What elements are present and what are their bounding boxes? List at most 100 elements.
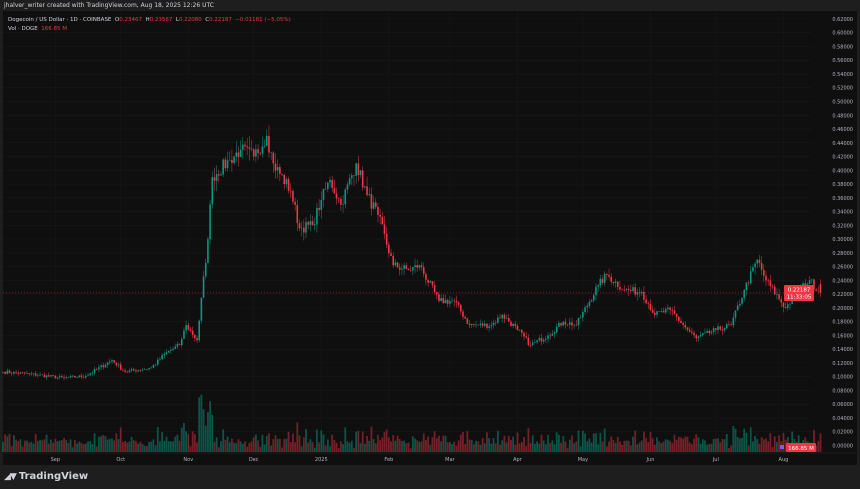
candle (701, 333, 704, 336)
candle (773, 286, 776, 295)
candle (619, 286, 621, 290)
candle (763, 269, 765, 276)
volume-bar (34, 433, 37, 452)
candle (19, 372, 22, 374)
candle (377, 206, 379, 216)
candle (422, 267, 425, 274)
chart-panel[interactable] (3, 11, 857, 465)
volume-bar (174, 436, 177, 452)
volume-bar (813, 430, 815, 452)
candle (612, 281, 615, 283)
candle (682, 323, 684, 325)
volume-bar (82, 444, 85, 452)
volume-bar (664, 439, 667, 452)
candle (671, 309, 674, 311)
volume-bar (507, 435, 510, 452)
candle (614, 281, 617, 283)
candle (231, 159, 233, 164)
volume-bar (228, 442, 231, 452)
candle (74, 375, 76, 378)
volume-bar (80, 442, 83, 452)
volume-bar (571, 435, 573, 452)
volume-bar (427, 436, 429, 452)
volume-bar (370, 426, 373, 452)
candle (512, 323, 514, 327)
volume-bar (78, 441, 81, 452)
volume-bar (204, 425, 207, 452)
candle (78, 375, 81, 378)
volume-bar (344, 427, 347, 452)
candle (152, 365, 155, 368)
volume-bar (274, 435, 277, 452)
volume-bar (442, 435, 445, 452)
volume-bar (8, 433, 11, 452)
candle (4, 371, 6, 374)
volume-bar (108, 439, 111, 452)
volume-bar (778, 435, 780, 452)
volume-bar (93, 433, 96, 452)
volume-bar (566, 448, 569, 452)
symbol-title[interactable]: Dogecoin / US Dollar · 1D · COINBASE (8, 17, 112, 23)
volume-bar (191, 431, 194, 452)
volume-bar (706, 444, 709, 452)
x-tick-label: 2025 (315, 457, 328, 463)
candle (636, 292, 639, 295)
tradingview-logo[interactable]: ◢▼ TradingView (4, 471, 89, 482)
volume-bar (523, 436, 525, 452)
volume-bar (658, 441, 661, 452)
volume-bar (730, 445, 733, 452)
volume-bar (91, 444, 94, 452)
candle (274, 163, 277, 171)
candle (237, 152, 240, 158)
candle (732, 317, 735, 326)
candle (361, 170, 364, 188)
volume-bar (233, 442, 235, 452)
volume-bar (298, 435, 301, 452)
volume-bar (712, 438, 715, 452)
volume-bar (762, 439, 765, 452)
volume-bar (169, 441, 172, 452)
volume-bar (614, 442, 617, 452)
volume-bar (651, 438, 654, 452)
volume-bar (161, 432, 164, 452)
volume-bar (180, 427, 183, 452)
volume-bar (305, 429, 307, 452)
volume-bar (791, 431, 794, 452)
volume-bar (202, 409, 205, 452)
svg-text:166.85 M: 166.85 M (788, 446, 814, 452)
volume-bar (394, 440, 397, 452)
volume-bar (455, 445, 458, 452)
volume-bar (486, 432, 488, 452)
candle (527, 337, 530, 345)
candle (640, 292, 643, 294)
volume-bar (669, 440, 671, 452)
candle (436, 292, 438, 295)
candle (21, 372, 24, 373)
candle (331, 179, 333, 188)
candle (815, 289, 817, 291)
volume-bar (154, 445, 157, 452)
volume-bar (403, 440, 406, 452)
y-tick-label: 0.34000 (832, 210, 853, 216)
candle (632, 287, 634, 291)
y-tick-label: 0.08000 (832, 388, 853, 394)
candle (250, 148, 253, 150)
x-tick-label: Aug (779, 457, 789, 463)
volume-bar (725, 433, 728, 452)
x-tick-label: Apr (513, 457, 523, 463)
volume-bar (690, 444, 693, 452)
candle (115, 362, 118, 366)
candle (137, 370, 139, 372)
candle (143, 369, 146, 370)
volume-bar (749, 427, 752, 452)
volume-bar (56, 441, 59, 452)
volume-bar (684, 436, 687, 452)
volume-bar (577, 430, 580, 452)
volume-bar (464, 444, 467, 452)
volume-bar (300, 446, 303, 452)
volume-bar (130, 436, 133, 452)
candle (47, 375, 50, 377)
volume-bar (738, 438, 741, 452)
volume-bar (575, 441, 578, 452)
